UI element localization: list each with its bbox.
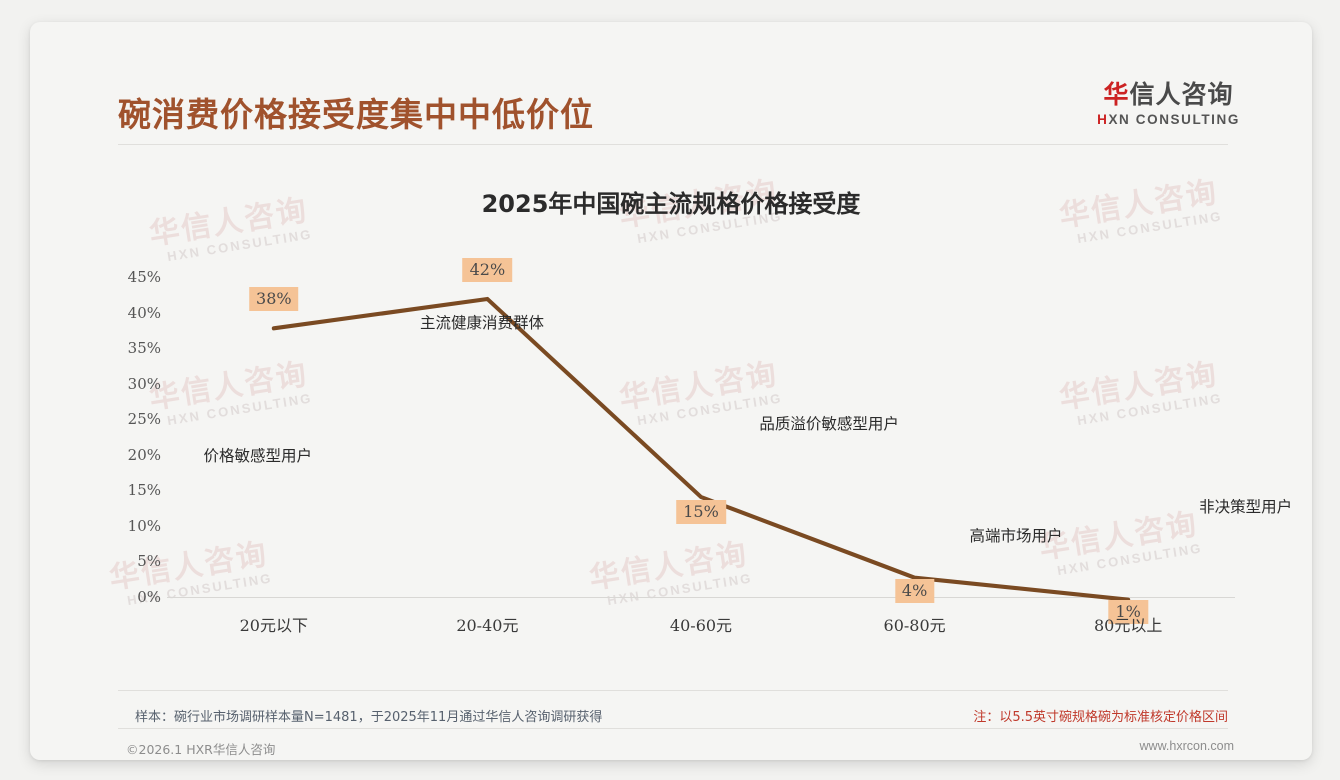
series-line-svg (271, 296, 1131, 602)
header-divider (118, 144, 1228, 145)
series-line (271, 296, 1131, 602)
plot-area (167, 277, 1235, 607)
y-axis-tick-label: 25% (127, 410, 161, 429)
website-link[interactable]: www.hxrcon.com (1139, 739, 1234, 753)
logo-en-rest: XN CONSULTING (1108, 112, 1240, 127)
x-axis-tick-label: 80元以上 (1094, 616, 1163, 635)
y-axis: 0% 5% 10% 15% 20% 25% 30% 35% 40% 45% (105, 268, 167, 607)
logo-cn-highlight: 华 (1103, 80, 1130, 109)
x-axis-tick-label: 40-60元 (669, 616, 733, 635)
brand-logo: 华信人咨询 HXN CONSULTING (1097, 82, 1240, 127)
y-axis-tick-label: 10% (127, 516, 161, 535)
footnote-note: 注：以5.5英寸碗规格碗为标准核定价格区间 (973, 710, 1228, 725)
chart-annotation: 价格敏感型用户 (203, 446, 313, 465)
chart-annotation: 非决策型用户 (1199, 497, 1293, 516)
line-chart: 0% 5% 10% 15% 20% 25% 30% 35% 40% 45% 价格敏感型用户 主流健康… (105, 258, 1292, 624)
y-axis-tick-label: 30% (127, 374, 161, 393)
y-axis-tick-label: 0% (137, 588, 161, 606)
footer-divider-bottom (118, 728, 1228, 729)
logo-english-text: HXN CONSULTING (1097, 113, 1240, 127)
y-axis-tick-label: 5% (137, 552, 161, 571)
page-title: 碗消费价格接受度集中中低价位 (118, 95, 594, 134)
x-axis-tick-label: 20元以下 (239, 616, 308, 635)
y-axis-tick-label: 45% (127, 268, 161, 286)
slide-canvas: 华信人咨询 HXN CONSULTING 华信人咨询 HXN CONSULTIN… (30, 22, 1312, 760)
data-point-label: 1% (1108, 599, 1148, 624)
x-axis: 20元以下 20-40元 40-60元 60-80元 80元以上 (105, 612, 1235, 638)
watermark-en: HXN CONSULTING (166, 226, 314, 265)
footer-divider-top (118, 690, 1228, 691)
y-axis-tick-label: 40% (127, 303, 161, 322)
logo-cn-rest: 信人咨询 (1129, 80, 1234, 109)
y-axis-tick-label: 15% (127, 481, 161, 500)
chart-title: 2025年中国碗主流规格价格接受度 (481, 190, 861, 218)
chart-annotation: 高端市场用户 (969, 526, 1063, 545)
data-point-label: 4% (894, 578, 935, 603)
logo-en-highlight: H (1097, 112, 1109, 127)
chart-annotation: 品质溢价敏感型用户 (759, 414, 899, 433)
x-axis-tick-label: 60-80元 (883, 616, 946, 635)
data-point-label: 38% (249, 286, 299, 311)
y-axis-tick-label: 35% (127, 339, 161, 358)
copyright-text: ©2026.1 HXR华信人咨询 (126, 742, 276, 757)
y-axis-tick-label: 20% (127, 445, 161, 464)
data-point-label: 15% (676, 500, 726, 525)
data-point-label: 42% (462, 258, 513, 283)
chart-annotation: 主流健康消费群体 (420, 313, 545, 332)
x-axis-line (167, 597, 1235, 598)
logo-chinese-text: 华信人咨询 (1097, 82, 1240, 107)
x-axis-tick-label: 20-40元 (456, 616, 519, 635)
footnote-sample: 样本：碗行业市场调研样本量N=1481，于2025年11月通过华信人咨询调研获得 (135, 710, 603, 725)
